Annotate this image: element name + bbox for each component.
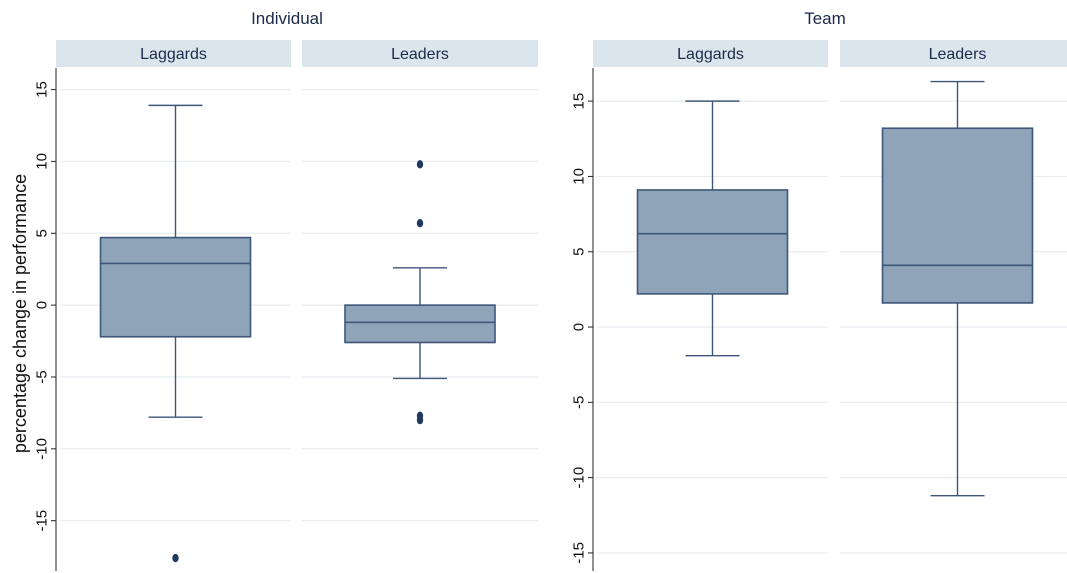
panel-strip-label: Laggards xyxy=(677,46,744,63)
box-iqr xyxy=(881,127,1034,304)
panel-strip xyxy=(302,40,538,67)
y-tick-label: 15 xyxy=(571,93,588,110)
panel-strip-label: Leaders xyxy=(929,46,987,63)
y-tick-label: -15 xyxy=(571,542,588,564)
y-tick-label: -10 xyxy=(34,438,51,460)
chart-group-individual: Individual 15 10 5 0 -5 -10 -15 percentage chang… xyxy=(10,9,538,571)
outlier-point xyxy=(416,415,424,425)
outlier-point xyxy=(172,553,179,563)
panel-strip xyxy=(593,40,828,67)
box-iqr xyxy=(344,304,496,344)
y-tick-label: -5 xyxy=(571,396,588,409)
outlier-point xyxy=(416,219,424,228)
box-iqr xyxy=(99,236,252,338)
panel-laggards: Laggards xyxy=(593,40,828,357)
chart-title: Team xyxy=(804,9,846,28)
y-tick-label: -10 xyxy=(571,467,588,489)
y-tick-label: 0 xyxy=(34,301,51,309)
y-tick-label: 5 xyxy=(34,229,51,237)
chart-group-team: Team 15 10 5 0 -5 -10 -15 Laggards Leaders xyxy=(571,9,1067,571)
y-tick-label: -5 xyxy=(34,370,51,383)
panel-laggards: Laggards xyxy=(56,40,291,563)
y-tick-label: -15 xyxy=(34,510,51,532)
panel-strip xyxy=(56,40,291,67)
y-tick-label: 10 xyxy=(34,153,51,170)
outlier-point xyxy=(416,160,424,169)
panel-strip xyxy=(840,40,1067,67)
panel-leaders: Leaders xyxy=(302,40,538,425)
y-tick-label: 0 xyxy=(571,323,588,331)
y-axis-label: percentage change in performance xyxy=(10,174,30,453)
y-tick-label: 15 xyxy=(34,81,51,98)
box-iqr xyxy=(636,189,789,295)
y-tick-label: 10 xyxy=(571,168,588,185)
chart-title: Individual xyxy=(251,9,323,28)
panel-leaders: Leaders xyxy=(840,40,1067,497)
panel-strip-label: Laggards xyxy=(140,46,207,63)
y-tick-label: 5 xyxy=(571,248,588,256)
panel-strip-label: Leaders xyxy=(391,46,449,63)
